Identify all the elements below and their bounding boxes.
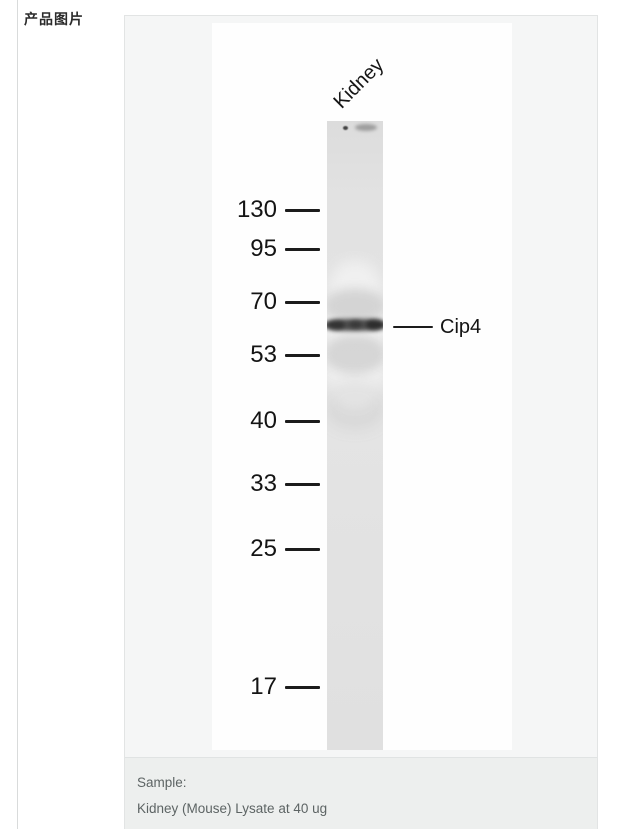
mw-marker-row: 130 <box>212 195 320 225</box>
band-blob-right <box>366 319 383 330</box>
band-smear-lower <box>327 335 383 373</box>
lane-top-artifact-dot <box>343 126 348 130</box>
mw-marker-label: 25 <box>250 535 277 562</box>
mw-marker-row: 25 <box>212 534 320 564</box>
mw-marker-tick <box>285 353 320 357</box>
lane-band-region-highlight <box>327 261 383 411</box>
mw-marker-label: 95 <box>250 235 277 262</box>
band-label: Cip4 <box>440 315 482 338</box>
mw-marker-label: 130 <box>236 196 277 223</box>
mw-marker-tick <box>285 547 320 551</box>
caption-primary-antibody: Primary: Anti-Cip4 (bs-4200R) at 1/1000 … <box>137 822 597 829</box>
mw-marker-row: 17 <box>212 672 320 702</box>
mw-marker-tick <box>285 419 320 423</box>
mw-marker-label: 53 <box>250 341 277 368</box>
figure-caption: Sample: Kidney (Mouse) Lysate at 40 ug P… <box>125 757 597 829</box>
mw-marker-label: 17 <box>250 673 277 700</box>
lane-top-artifact-smudge <box>355 124 377 131</box>
band-smear-upper <box>327 289 383 323</box>
band-blob-mid <box>349 320 362 329</box>
band-annotation: Cip4 <box>393 312 513 342</box>
mw-marker-row: 33 <box>212 469 320 499</box>
mw-marker-tick <box>285 482 320 486</box>
mw-marker-tick <box>285 247 320 251</box>
mw-marker-tick <box>285 300 320 304</box>
section-title: 产品图片 <box>24 11 84 27</box>
band-blob-left <box>327 320 345 330</box>
mw-marker-row: 40 <box>212 406 320 436</box>
lane-label-kidney: Kidney <box>329 54 389 113</box>
caption-sample-detail: Kidney (Mouse) Lysate at 40 ug <box>137 801 328 816</box>
mw-marker-tick <box>285 685 320 689</box>
product-image-panel: Kidney 130 95 70 53 <box>124 15 598 829</box>
mw-marker-tick <box>285 208 320 212</box>
band-smear-faint <box>327 379 383 429</box>
mw-marker-label: 70 <box>250 288 277 315</box>
table-cell-left-border <box>17 0 18 829</box>
mw-marker-row: 70 <box>212 287 320 317</box>
mw-marker-label: 40 <box>250 407 277 434</box>
mw-marker-row: 53 <box>212 340 320 370</box>
mw-marker-label: 33 <box>250 470 277 497</box>
blot-lane <box>327 121 383 750</box>
caption-sample-heading: Sample: <box>137 775 187 790</box>
mw-marker-row: 95 <box>212 234 320 264</box>
western-blot-figure: Kidney 130 95 70 53 <box>212 23 512 750</box>
band-pointer-line <box>393 325 433 329</box>
